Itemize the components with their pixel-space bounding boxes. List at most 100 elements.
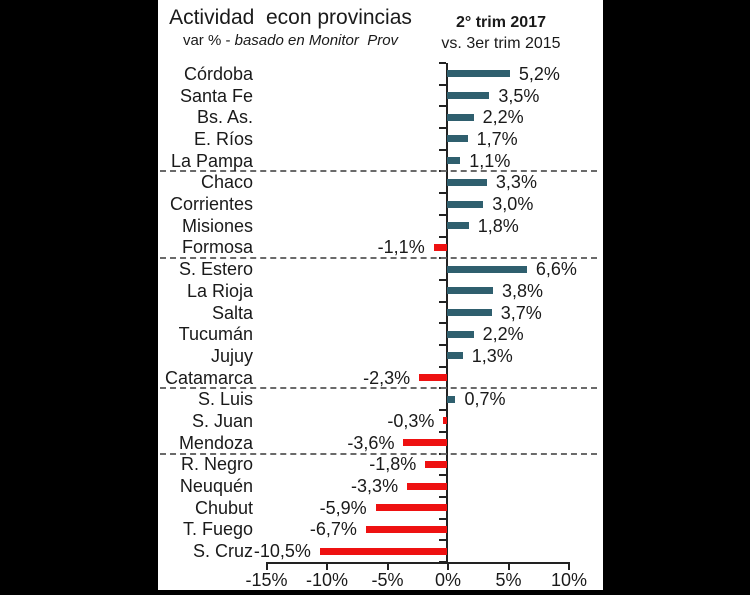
province-label: La Rioja	[186, 280, 253, 301]
province-bar	[447, 70, 510, 78]
value-label: 3,0%	[492, 194, 534, 215]
province-bar	[443, 417, 447, 425]
value-label: -1,1%	[377, 237, 425, 258]
value-label: -6,7%	[309, 519, 357, 540]
province-bar	[447, 113, 474, 121]
province-label: S. Juan	[191, 410, 253, 431]
province-bar	[447, 222, 469, 230]
x-axis-tick	[568, 562, 570, 570]
province-bar	[447, 200, 484, 208]
value-label: -2,3%	[363, 367, 411, 388]
province-label: Catamarca	[164, 367, 253, 388]
value-label: -3,3%	[351, 476, 399, 497]
province-label: S. Luis	[197, 389, 253, 410]
province-label: E. Ríos	[193, 128, 253, 149]
chart-title: Actividad econ provincias	[169, 6, 412, 29]
province-bar	[447, 135, 468, 143]
y-axis-tick	[439, 235, 446, 238]
x-tick-label: -10%	[305, 570, 349, 590]
value-label: 3,5%	[498, 85, 540, 106]
province-bar	[447, 395, 456, 403]
x-axis-tick	[507, 562, 510, 570]
value-label: 2,2%	[482, 107, 524, 128]
province-label: Córdoba	[183, 63, 253, 84]
value-label: 1,8%	[477, 215, 519, 236]
province-bar	[319, 547, 447, 555]
y-axis-tick	[439, 300, 446, 303]
y-axis-tick	[439, 517, 446, 520]
x-axis-tick	[447, 562, 449, 570]
province-bar	[447, 287, 493, 295]
value-label: 1,3%	[471, 345, 513, 366]
x-tick-label: -15%	[245, 570, 288, 590]
y-axis-tick	[439, 213, 446, 216]
y-axis-tick	[439, 62, 446, 64]
province-bar	[447, 330, 474, 338]
value-label: 2,2%	[482, 324, 524, 345]
x-axis-tick	[326, 562, 328, 570]
value-label: 0,7%	[464, 389, 506, 410]
x-axis-tick	[386, 562, 389, 570]
province-label: T. Fuego	[182, 519, 253, 540]
x-axis-line	[265, 562, 570, 564]
province-label: Corrientes	[169, 194, 253, 215]
y-axis-tick	[439, 495, 446, 498]
province-label: Bs. As.	[196, 107, 253, 128]
y-axis-tick	[439, 474, 446, 477]
province-label: Misiones	[181, 215, 253, 236]
value-label: -5,9%	[319, 497, 367, 518]
province-label: Chubut	[194, 497, 253, 518]
period-block: 2° trim 2017 vs. 3er trim 2015	[435, 12, 567, 54]
province-bar	[419, 374, 447, 382]
province-bar	[365, 525, 447, 533]
y-axis-tick	[439, 278, 446, 281]
province-bar	[375, 504, 447, 512]
province-bar	[447, 309, 492, 316]
province-label: Formosa	[181, 237, 253, 258]
y-axis-tick	[439, 192, 446, 195]
y-axis-tick	[439, 409, 446, 412]
province-bar	[447, 178, 487, 186]
group-separator	[160, 452, 597, 455]
period-line2: vs. 3er trim 2015	[441, 35, 561, 52]
province-label: Tucumán	[178, 324, 253, 345]
chart-subtitle: var % - basado en Monitor Prov	[158, 31, 423, 50]
title-block: Actividad econ provincias var % - basado…	[158, 5, 423, 50]
subtitle-prefix: var % -	[182, 32, 235, 49]
province-bar	[425, 460, 447, 468]
province-label: Salta	[211, 302, 253, 323]
subtitle-italic: basado en Monitor Prov	[234, 32, 399, 49]
province-bar	[403, 439, 447, 447]
value-label: -0,3%	[387, 410, 435, 431]
value-label: -1,8%	[369, 454, 417, 475]
y-axis-tick	[439, 148, 446, 151]
y-axis-tick	[439, 365, 446, 368]
province-label: R. Negro	[180, 454, 253, 475]
y-axis-tick	[439, 539, 446, 542]
value-label: 1,1%	[469, 150, 511, 171]
value-label: 3,8%	[501, 280, 543, 301]
province-label: S. Cruz	[192, 541, 253, 562]
group-separator	[160, 257, 597, 260]
chart-canvas: Actividad econ provincias var % - basado…	[158, 0, 603, 590]
province-label: Neuquén	[179, 476, 253, 497]
y-axis-tick	[439, 344, 446, 347]
province-label: Mendoza	[178, 432, 253, 453]
province-bar	[407, 482, 447, 490]
y-axis-tick	[439, 127, 446, 130]
y-axis-tick	[439, 322, 446, 325]
x-axis-tick	[265, 562, 268, 570]
x-tick-label: 5%	[495, 570, 522, 590]
value-label: 5,2%	[518, 63, 560, 84]
x-tick-label: 0%	[434, 570, 461, 590]
y-axis-tick	[439, 430, 446, 433]
group-separator	[160, 387, 597, 390]
province-bar	[433, 243, 447, 251]
province-label: La Pampa	[170, 150, 253, 171]
period-line1: 2° trim 2017	[455, 14, 546, 31]
group-separator	[160, 170, 597, 173]
value-label: 3,3%	[495, 172, 537, 193]
y-axis-tick	[439, 105, 446, 108]
value-label: -10,5%	[253, 541, 311, 562]
